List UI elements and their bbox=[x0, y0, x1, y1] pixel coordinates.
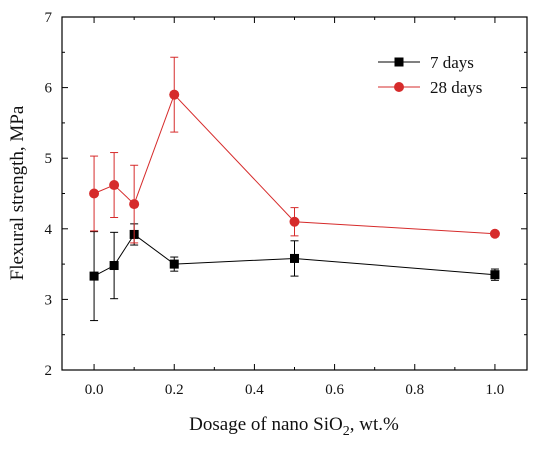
data-point bbox=[490, 270, 500, 280]
series-7-days bbox=[89, 223, 500, 322]
legend: 7 days 28 days bbox=[378, 53, 482, 97]
x-tick-label: 1.0 bbox=[486, 382, 505, 398]
x-axis-title-subscript: 2 bbox=[343, 424, 350, 439]
legend-marker-28-days bbox=[394, 82, 404, 92]
legend-marker-7-days bbox=[394, 57, 404, 67]
legend-item-28-days: 28 days bbox=[378, 78, 482, 97]
data-point bbox=[89, 271, 99, 281]
x-axis-title-main: Dosage of nano SiO bbox=[189, 414, 343, 435]
data-point bbox=[290, 253, 299, 263]
y-tick-label: 7 bbox=[45, 10, 53, 26]
y-tick-label: 2 bbox=[45, 363, 53, 379]
data-point bbox=[489, 228, 500, 239]
x-axis-title: Dosage of nano SiO2, wt.% bbox=[189, 414, 399, 439]
x-tick-label: 0.2 bbox=[165, 382, 184, 398]
legend-item-7-days: 7 days bbox=[378, 53, 474, 72]
legend-label-7-days: 7 days bbox=[430, 53, 474, 72]
y-tick-label: 3 bbox=[45, 292, 53, 308]
x-tick-label: 0.6 bbox=[325, 382, 344, 398]
y-tick-label: 5 bbox=[45, 151, 53, 167]
data-point bbox=[89, 188, 100, 199]
y-axis-title: Flexural strength, MPa bbox=[7, 105, 28, 280]
axis-ticks: 0.0 0.2 0.4 0.6 0.8 1.0 2 3 4 5 6 7 bbox=[45, 10, 527, 398]
data-point bbox=[129, 199, 140, 210]
data-point bbox=[169, 259, 179, 269]
x-axis-title-tail: , wt.% bbox=[350, 414, 399, 435]
series-layer bbox=[89, 56, 500, 322]
x-tick-label: 0.8 bbox=[405, 382, 424, 398]
y-tick-label: 4 bbox=[45, 222, 53, 238]
data-point bbox=[289, 216, 300, 227]
series-28-days bbox=[89, 56, 500, 244]
data-point bbox=[109, 180, 120, 191]
data-point bbox=[169, 89, 180, 100]
y-tick-label: 6 bbox=[45, 81, 53, 97]
x-tick-label: 0.0 bbox=[85, 382, 104, 398]
legend-label-28-days: 28 days bbox=[430, 78, 482, 97]
data-point bbox=[109, 261, 119, 271]
x-tick-label: 0.4 bbox=[245, 382, 264, 398]
